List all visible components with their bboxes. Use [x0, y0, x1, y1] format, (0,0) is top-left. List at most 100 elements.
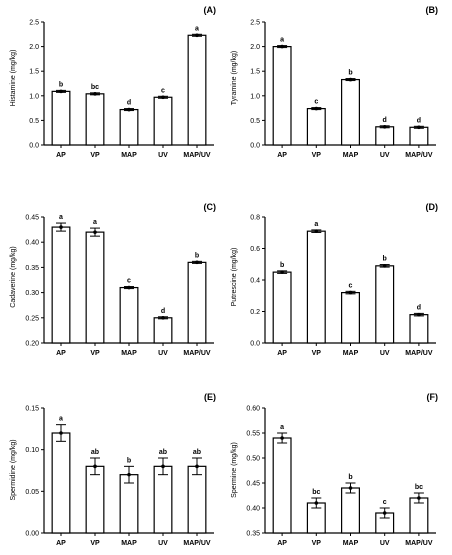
bar [306, 107, 326, 146]
mean-point [382, 264, 387, 268]
x-tick-label: MAP/UV [183, 152, 211, 159]
y-tick-label: 0.0 [250, 143, 260, 150]
mean-point [348, 77, 353, 82]
y-axis-label: Putrescine (mg/kg) [231, 248, 238, 307]
x-tick-label: AP [56, 350, 66, 357]
mean-point [348, 486, 353, 490]
x-tick-label: MAP/UV [405, 350, 433, 357]
chart-panel-B: (B) Tyramine (mg/kg) 0.0 0.5 1.0 1.5 2.0 2.5 a… [231, 5, 438, 159]
mean-point [382, 124, 387, 129]
y-tick-label: 0.10 [25, 447, 39, 454]
bar [341, 487, 360, 534]
y-axis-label: Histamine (mg/kg) [10, 50, 17, 107]
bar [153, 465, 173, 534]
significance-letter: c [314, 99, 318, 106]
significance-letter: a [314, 221, 318, 228]
mean-point [195, 260, 199, 265]
x-tick-label: MAP [121, 350, 137, 357]
y-tick-label: 0.45 [25, 215, 39, 222]
bar [375, 265, 395, 344]
x-tick-label: UV [380, 350, 390, 357]
significance-letter: b [195, 252, 199, 259]
y-tick-label: 2.5 [29, 20, 39, 27]
mean-point [417, 312, 421, 317]
y-tick-label: 1.0 [29, 93, 39, 100]
bar [85, 465, 105, 534]
bar [272, 437, 292, 534]
bar [306, 230, 326, 344]
bar [153, 96, 173, 146]
y-tick-label: 0.4 [250, 278, 260, 285]
bar [409, 314, 429, 344]
significance-letter: b [127, 457, 131, 464]
significance-letter: ab [91, 449, 99, 456]
x-tick-label: AP [56, 540, 66, 547]
y-tick-label: 0.0 [29, 143, 39, 150]
x-tick-label: VP [312, 540, 322, 547]
significance-letter: c [383, 499, 387, 506]
y-tick-label: 2.0 [250, 44, 260, 51]
panel-label: (D) [426, 202, 439, 212]
significance-letter: bc [91, 84, 99, 91]
y-tick-label: 0.20 [25, 341, 39, 348]
significance-letter: c [161, 87, 165, 94]
y-tick-label: 0.40 [246, 506, 260, 513]
panel-label: (A) [204, 5, 217, 15]
x-tick-label: UV [158, 152, 168, 159]
y-tick-label: 0.35 [25, 265, 39, 272]
significance-letter: bc [312, 489, 320, 496]
mean-point [59, 89, 63, 94]
mean-point [59, 431, 63, 435]
x-tick-label: MAP/UV [405, 540, 433, 547]
mean-point [161, 464, 165, 469]
y-axis-label: Spermine (mg/kg) [231, 442, 238, 498]
x-tick-label: MAP [121, 540, 137, 547]
bar [85, 93, 105, 146]
mean-point [59, 225, 63, 229]
mean-point [195, 464, 199, 469]
significance-letter: b [280, 262, 284, 269]
chart-panel-D: (D) Putrescine (mg/kg) 0.0 0.2 0.4 0.6 0.8 b A… [231, 202, 438, 357]
y-tick-label: 0.25 [25, 315, 39, 322]
bar [51, 432, 71, 534]
x-tick-label: VP [90, 540, 100, 547]
y-tick-label: 0.40 [25, 240, 39, 247]
significance-letter: d [161, 308, 165, 315]
y-tick-label: 2.5 [250, 20, 260, 27]
mean-point [93, 230, 97, 234]
significance-letter: b [59, 81, 63, 88]
significance-letter: a [59, 416, 63, 423]
x-tick-label: MAP/UV [183, 350, 211, 357]
bar [119, 108, 139, 146]
mean-point [417, 125, 421, 130]
x-tick-label: AP [56, 152, 66, 159]
x-tick-label: UV [158, 350, 168, 357]
panel-label: (C) [204, 202, 217, 212]
bar [187, 261, 207, 344]
significance-letter: b [348, 474, 352, 481]
x-tick-label: UV [380, 152, 390, 159]
y-tick-label: 0.0 [250, 341, 260, 348]
y-tick-label: 1.0 [250, 93, 260, 100]
bar [187, 34, 207, 146]
y-tick-label: 1.5 [250, 69, 260, 76]
significance-letter: a [280, 37, 284, 44]
x-tick-label: MAP/UV [183, 540, 211, 547]
significance-letter: bc [415, 484, 423, 491]
y-tick-label: 0.55 [246, 431, 260, 438]
bar [85, 231, 105, 344]
mean-point [161, 316, 165, 320]
y-tick-label: 0.50 [246, 456, 260, 463]
significance-letter: b [348, 70, 352, 77]
mean-point [161, 95, 165, 100]
bar [409, 126, 429, 146]
panel-label: (F) [427, 392, 439, 402]
chart-panel-E: (E) Spermidine (mg/kg) 0.00 0.05 0.10 0.15 a… [10, 392, 216, 547]
x-tick-label: VP [90, 152, 100, 159]
significance-letter: d [127, 100, 131, 107]
significance-letter: c [349, 282, 353, 289]
significance-letter: d [417, 304, 421, 311]
panel-label: (B) [426, 5, 439, 15]
